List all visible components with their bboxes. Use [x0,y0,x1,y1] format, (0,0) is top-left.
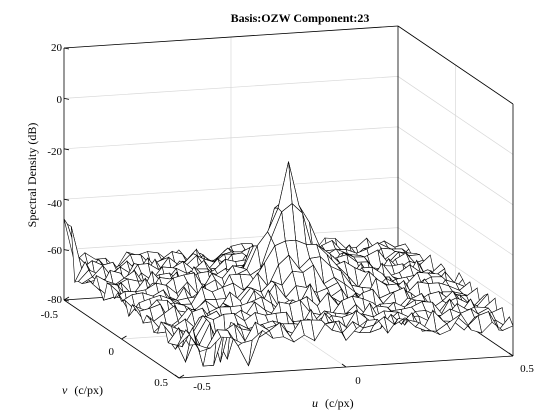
z-gridline [63,25,514,105]
u-tick-label: 0 [355,375,361,387]
z-tick-label: -40 [47,198,62,210]
u-tick-mark [508,352,514,357]
v-axis-unit: (c/px) [74,383,103,397]
z-gridline [63,76,514,155]
u-axis-label: u (c/px) [312,396,354,410]
z-tick-label: -80 [47,294,62,306]
v-tick-label: 0 [109,346,115,358]
u-axis-unit: (c/px) [325,396,354,410]
axis-box-edge [63,25,399,49]
u-tick-mark [174,374,180,379]
z-tick-label: -20 [47,146,62,158]
z-tick-mark [63,47,70,50]
z-tick-label: -60 [47,245,62,257]
v-tick-mark [63,296,70,301]
u-tick-label: 0.5 [520,363,534,375]
axis-box-edge [397,25,514,105]
z-axis-label: Spectral Density (dB) [25,123,39,228]
u-tick-label: -0.5 [193,381,211,393]
u-axis-var: u [312,396,318,410]
surface-mesh [63,161,514,367]
v-tick-label: 0.5 [154,377,168,389]
v-axis-label: v (c/px) [62,383,103,397]
v-tick-mark [178,374,185,379]
z-tick-mark [63,148,70,151]
v-tick-label: -0.5 [41,309,59,321]
z-tick-label: 20 [51,42,63,54]
z-tick-mark [63,299,70,302]
z-tick-mark [63,249,70,251]
v-axis-var: v [62,383,68,397]
chart-box [63,25,514,379]
u-tick-mark [341,363,347,368]
z-tick-mark [63,98,70,100]
v-tick-mark [121,335,127,340]
z-tick-mark [63,198,70,201]
z-tick-label: 0 [57,94,63,106]
surface-cell [175,329,190,350]
chart-title: Basis:OZW Component:23 [231,11,370,25]
